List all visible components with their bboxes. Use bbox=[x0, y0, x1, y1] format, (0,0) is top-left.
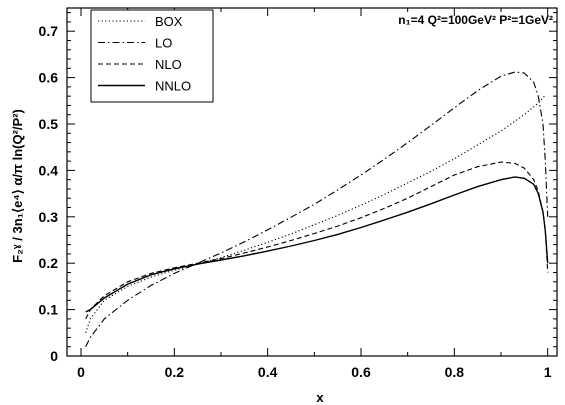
legend-label-lo: LO bbox=[155, 36, 172, 51]
y-tick-label: 0.1 bbox=[39, 302, 59, 318]
series-lo-line bbox=[85, 71, 549, 347]
annotation: n₁=4 Q²=100GeV² P²=1GeV² bbox=[398, 13, 553, 27]
y-tick-label: 0 bbox=[50, 348, 58, 364]
legend: BOX LO NLO NNLO bbox=[90, 9, 214, 103]
y-tick-label: 0.5 bbox=[39, 116, 59, 132]
y-tick-label: 0.3 bbox=[39, 209, 59, 225]
y-tick-label: 0.2 bbox=[39, 255, 59, 271]
x-tick-label: 0.6 bbox=[351, 364, 371, 380]
series-box-line bbox=[85, 94, 546, 333]
legend-label-nlo: NLO bbox=[155, 57, 182, 72]
y-tick-label: 0.6 bbox=[39, 70, 59, 86]
x-tick-label: 0.4 bbox=[258, 364, 278, 380]
legend-label-box: BOX bbox=[155, 14, 183, 29]
legend-label-nnlo: NNLO bbox=[155, 79, 191, 94]
legend-box bbox=[90, 9, 214, 103]
x-tick-label: 0.2 bbox=[165, 364, 185, 380]
x-tick-label: 1 bbox=[544, 364, 552, 380]
y-axis-label: F₂ˠ / 3n₁⟨e⁴⟩ α/π ln(Q²/P²) bbox=[10, 109, 25, 263]
series-nlo-line bbox=[85, 161, 549, 320]
x-axis-label: x bbox=[316, 390, 324, 405]
y-tick-label: 0.7 bbox=[39, 23, 59, 39]
series-nnlo-line bbox=[85, 176, 549, 313]
x-tick-label: 0 bbox=[77, 364, 85, 380]
y-tick-label: 0.4 bbox=[39, 162, 59, 178]
plot-frame bbox=[66, 7, 558, 357]
x-tick-label: 0.8 bbox=[445, 364, 465, 380]
